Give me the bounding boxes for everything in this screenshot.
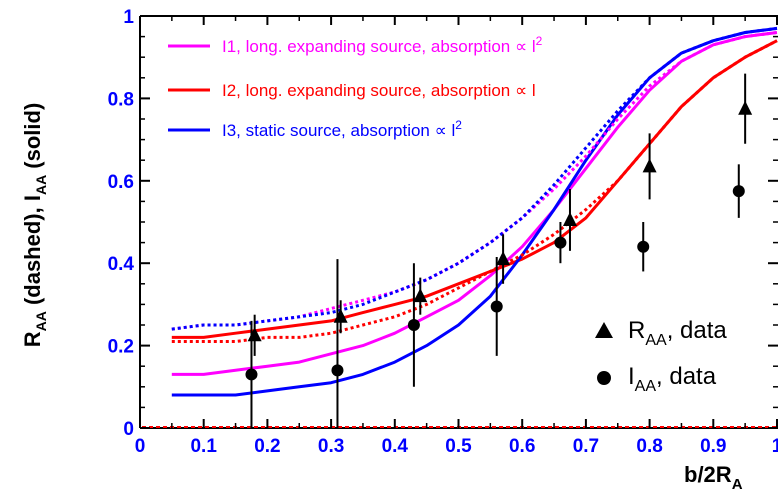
raa-data-point [642, 158, 657, 173]
data-legend-main: R [628, 317, 645, 344]
x-axis-title: b/2RA [684, 462, 743, 493]
data-legend-circle-marker [597, 371, 611, 385]
data-legend-rest: , data [656, 363, 717, 390]
raa-data-point [496, 251, 511, 266]
x-tick-label: 0.1 [190, 436, 217, 457]
curve-i2-dashed [171, 39, 778, 343]
iaa-data-point [554, 236, 567, 249]
y-axis-label-part: (dashed), I [20, 195, 45, 311]
data-legend-triangle-marker [595, 322, 613, 338]
x-tick-label: 0.7 [573, 436, 599, 457]
y-axis-label-part: R [20, 331, 45, 347]
x-axis-label-subscript: A [732, 476, 743, 493]
data-legend-main: I [628, 363, 635, 390]
x-tick-label: 0.8 [636, 436, 662, 457]
y-tick-label: 0.6 [108, 172, 134, 193]
y-axis-label-part: (solid) [20, 103, 45, 175]
legend-superscript: 2 [536, 34, 543, 48]
legend-text: I3, static source, absorption ∝ l [222, 121, 455, 140]
y-tick-label: 0.2 [108, 337, 134, 358]
x-axis-label-main: b/2R [684, 462, 732, 487]
x-axis-label: b/2RA [684, 462, 743, 493]
data-legend-label: RAA, data [628, 317, 727, 349]
y-tick-label: 0 [123, 419, 134, 440]
raa-data-point [413, 288, 428, 303]
y-axis-label-subscript: AA [33, 175, 49, 195]
iaa-data-point [490, 300, 503, 313]
curves [171, 26, 778, 397]
raa-data-point [562, 211, 577, 226]
data-legend-label: IAA, data [628, 363, 717, 395]
legend-text: I1, long. expanding source, absorption ∝… [222, 37, 536, 56]
x-tick-label: 0.4 [382, 436, 409, 457]
legend-text: I2, long. expanding source, absorption ∝… [222, 81, 536, 100]
iaa-data-point [331, 364, 344, 377]
y-tick-label: 0.8 [108, 89, 134, 110]
curve-i1-dashed [171, 31, 778, 331]
curve-i3-dashed [171, 26, 778, 331]
data-legend-subscript: AA [645, 332, 667, 349]
data-legend-rest: , data [667, 317, 728, 344]
legend-label-i1: I1, long. expanding source, absorption ∝… [222, 34, 543, 56]
legend: I1, long. expanding source, absorption ∝… [168, 34, 543, 140]
iaa-data-point [407, 319, 420, 331]
curve-i1-solid [171, 31, 778, 376]
tick-labels: 0 0.1 0.2 0.3 0.4 0.5 0.6 0.7 0.8 0.9 1 0 0.2 0.4 0.6 0… [108, 7, 778, 457]
x-tick-label: 0.3 [318, 436, 344, 457]
legend-superscript: 2 [455, 118, 462, 132]
x-tick-label: 0.5 [445, 436, 472, 457]
y-tick-label: 0.4 [108, 254, 135, 275]
axis-ticks [139, 15, 778, 429]
x-tick-label: 0 [135, 436, 146, 457]
x-tick-label: 1 [772, 436, 778, 457]
y-axis-title: RAA (dashed), IAA (solid) [20, 103, 49, 348]
y-axis-label: RAA (dashed), IAA (solid) [20, 103, 49, 348]
iaa-data-point [732, 185, 745, 198]
legend-label-i2: I2, long. expanding source, absorption ∝… [222, 81, 536, 100]
x-tick-label: 0.9 [700, 436, 726, 457]
x-tick-label: 0.6 [509, 436, 535, 457]
raa-data-point [738, 100, 753, 115]
data-legend-subscript: AA [635, 378, 657, 395]
legend-label-i3: I3, static source, absorption ∝ l2 [222, 118, 462, 140]
data-points [245, 73, 753, 428]
curve-i3-solid [171, 26, 778, 397]
iaa-data-point [245, 368, 258, 381]
y-axis-label-subscript: AA [33, 311, 49, 331]
iaa-data-point [637, 240, 650, 253]
y-tick-label: 1 [123, 7, 134, 28]
x-tick-label: 0.2 [254, 436, 280, 457]
